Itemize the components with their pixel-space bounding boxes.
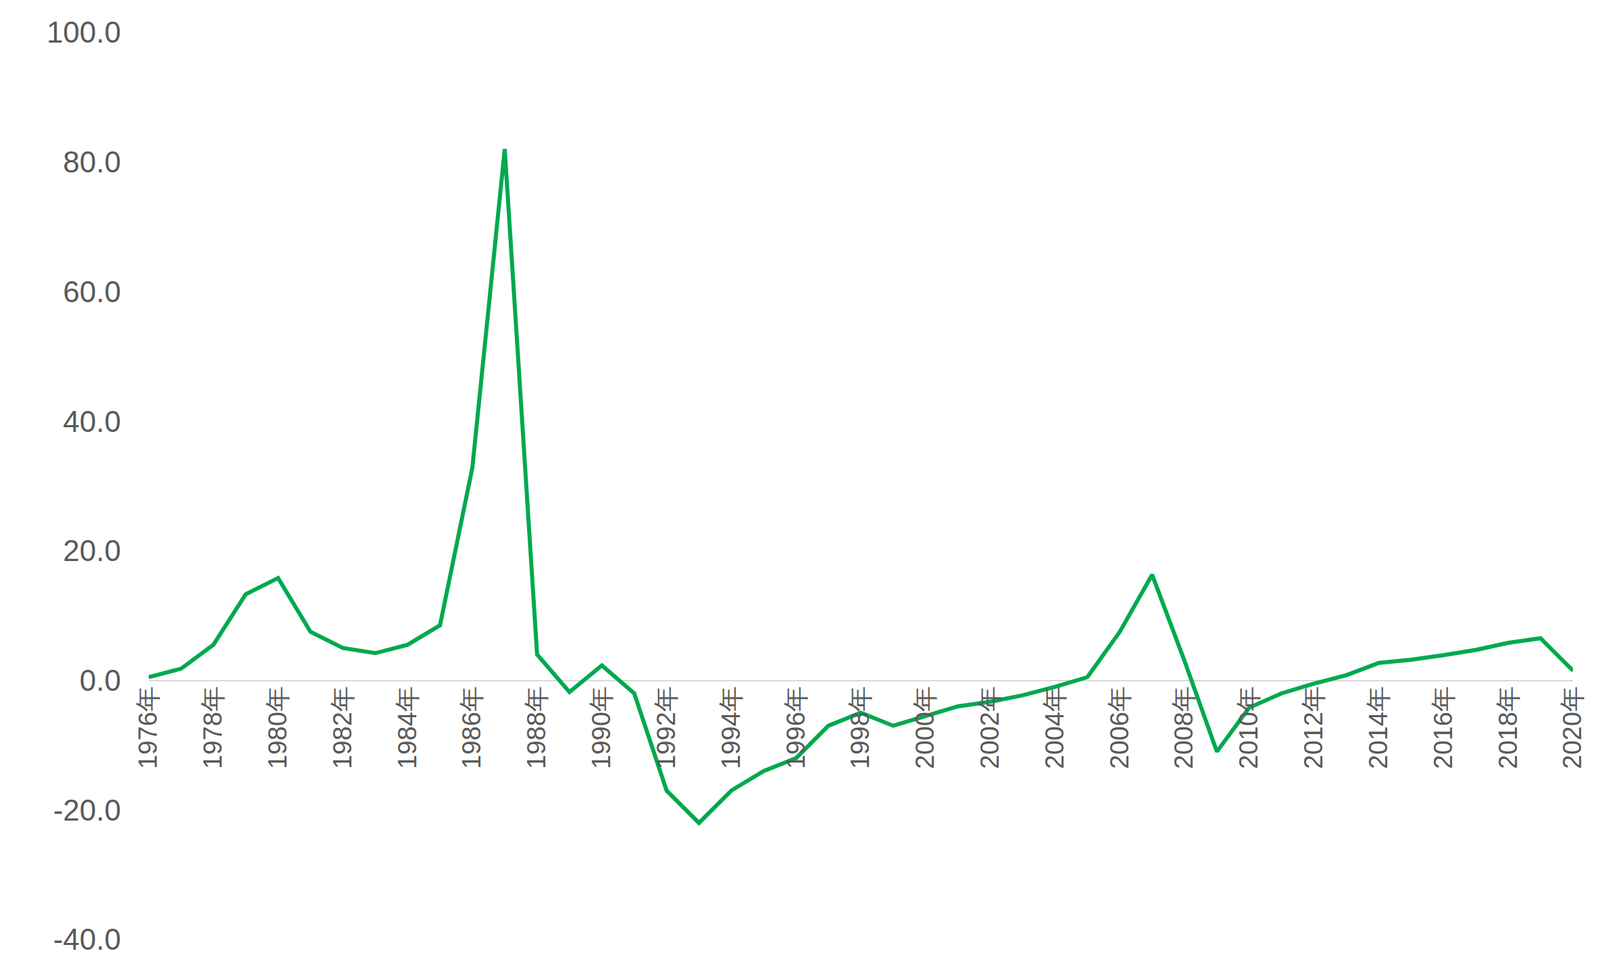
svg-text:2002年: 2002年 [975,685,1005,769]
svg-text:1996年: 1996年 [781,685,811,769]
svg-text:1982年: 1982年 [328,685,357,769]
svg-text:2010年: 2010年 [1234,685,1263,769]
svg-text:80.0: 80.0 [62,145,121,179]
svg-text:-20.0: -20.0 [53,793,121,827]
svg-text:2000年: 2000年 [910,685,940,769]
svg-text:1998年: 1998年 [845,685,875,769]
svg-text:100.0: 100.0 [46,15,121,49]
svg-text:1984年: 1984年 [393,685,422,769]
svg-text:1978年: 1978年 [198,685,228,769]
svg-text:40.0: 40.0 [62,404,121,438]
svg-text:2014年: 2014年 [1364,685,1393,769]
svg-text:0.0: 0.0 [79,663,121,697]
svg-text:20.0: 20.0 [62,533,121,567]
svg-text:60.0: 60.0 [62,275,121,309]
svg-text:-40.0: -40.0 [53,922,121,956]
svg-text:1994年: 1994年 [716,685,746,769]
svg-text:2008年: 2008年 [1169,685,1198,769]
svg-text:2020年: 2020年 [1558,685,1587,769]
svg-text:1980年: 1980年 [263,685,292,769]
svg-text:2012年: 2012年 [1299,685,1328,769]
svg-text:2006年: 2006年 [1105,685,1134,769]
svg-text:1976年: 1976年 [133,685,163,769]
svg-text:1988年: 1988年 [522,685,551,769]
svg-text:2016年: 2016年 [1429,685,1458,769]
svg-text:2018年: 2018年 [1493,685,1523,769]
svg-text:1986年: 1986年 [457,685,486,769]
svg-text:1992年: 1992年 [652,685,681,769]
svg-text:1990年: 1990年 [587,685,616,769]
svg-text:2004年: 2004年 [1040,685,1069,769]
